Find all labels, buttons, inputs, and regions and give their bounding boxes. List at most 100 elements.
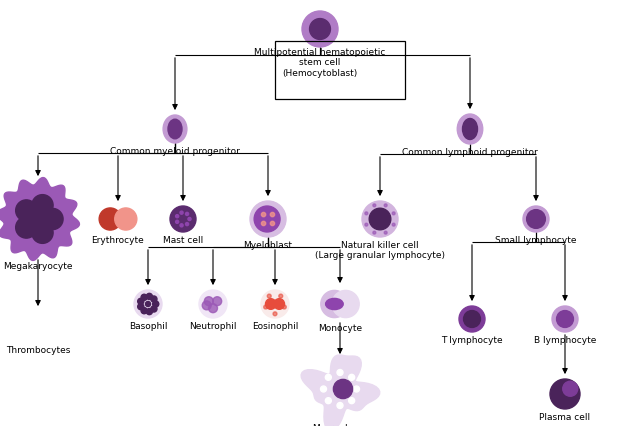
Circle shape (261, 213, 266, 217)
Circle shape (321, 386, 326, 392)
Text: Thrombocytes: Thrombocytes (6, 345, 70, 354)
Circle shape (274, 299, 285, 310)
Circle shape (151, 306, 157, 312)
Circle shape (138, 299, 144, 305)
Ellipse shape (463, 119, 477, 140)
Circle shape (392, 213, 395, 215)
Circle shape (141, 294, 147, 301)
Circle shape (369, 209, 391, 230)
Text: Mast cell: Mast cell (163, 236, 203, 245)
Circle shape (552, 306, 578, 332)
Circle shape (250, 201, 286, 237)
Circle shape (170, 207, 196, 233)
Circle shape (557, 311, 573, 328)
Polygon shape (301, 355, 380, 426)
Text: Small lymphocyte: Small lymphocyte (495, 236, 577, 245)
Circle shape (202, 301, 211, 310)
Circle shape (373, 204, 376, 207)
Circle shape (204, 297, 213, 306)
Circle shape (337, 403, 343, 409)
Circle shape (180, 212, 183, 215)
Circle shape (321, 291, 348, 318)
Circle shape (15, 217, 37, 239)
Circle shape (325, 374, 332, 380)
Circle shape (266, 299, 276, 310)
Text: Megakaryocyte: Megakaryocyte (3, 262, 73, 271)
Text: Monocyte: Monocyte (318, 323, 362, 332)
Text: Plasma cell: Plasma cell (540, 412, 591, 421)
Circle shape (115, 208, 137, 230)
Circle shape (270, 222, 275, 226)
Circle shape (349, 398, 355, 404)
Ellipse shape (457, 115, 483, 145)
Circle shape (362, 201, 398, 237)
Circle shape (365, 224, 368, 227)
Circle shape (279, 294, 283, 298)
Ellipse shape (326, 299, 343, 310)
Circle shape (209, 304, 218, 313)
Circle shape (325, 398, 332, 404)
Circle shape (550, 379, 580, 409)
Circle shape (261, 222, 266, 226)
Text: Myeloblast: Myeloblast (243, 240, 292, 249)
Circle shape (261, 290, 289, 318)
Circle shape (186, 213, 189, 216)
Text: Natural killer cell
(Large granular lymphocyte): Natural killer cell (Large granular lymp… (315, 240, 445, 260)
Circle shape (147, 309, 152, 315)
Text: B lymphocyte: B lymphocyte (534, 335, 596, 344)
Circle shape (151, 296, 157, 302)
Circle shape (180, 224, 183, 227)
Circle shape (152, 301, 159, 307)
Text: Erythrocyte: Erythrocyte (92, 236, 145, 245)
Circle shape (373, 232, 376, 235)
Circle shape (310, 20, 330, 40)
Circle shape (333, 380, 353, 399)
Circle shape (175, 221, 179, 224)
Circle shape (302, 12, 338, 48)
Circle shape (264, 305, 268, 309)
Circle shape (15, 200, 37, 222)
Text: Common lymphoid progenitor: Common lymphoid progenitor (402, 148, 538, 157)
Circle shape (42, 209, 63, 230)
Circle shape (270, 213, 275, 217)
Circle shape (186, 223, 189, 226)
Circle shape (212, 297, 221, 306)
Circle shape (175, 215, 179, 218)
Text: Eosinophil: Eosinophil (252, 321, 298, 330)
Circle shape (147, 294, 152, 300)
Circle shape (365, 213, 368, 215)
Text: Common myeloid progenitor: Common myeloid progenitor (110, 147, 240, 155)
Circle shape (337, 370, 343, 376)
Circle shape (141, 308, 147, 314)
Circle shape (199, 290, 227, 318)
Circle shape (527, 210, 545, 229)
Circle shape (282, 305, 286, 309)
Circle shape (32, 222, 53, 244)
Circle shape (31, 213, 45, 226)
Circle shape (384, 232, 387, 235)
Circle shape (273, 312, 277, 316)
Ellipse shape (163, 116, 187, 144)
Circle shape (32, 195, 53, 216)
Circle shape (463, 311, 481, 328)
Circle shape (134, 290, 162, 318)
Polygon shape (0, 178, 79, 261)
Circle shape (459, 306, 485, 332)
Circle shape (99, 208, 121, 230)
Circle shape (523, 207, 549, 233)
Circle shape (392, 224, 395, 227)
Circle shape (268, 294, 271, 298)
Circle shape (332, 291, 359, 318)
Circle shape (384, 204, 387, 207)
Circle shape (145, 302, 150, 307)
Text: Macrophage: Macrophage (312, 423, 368, 426)
Circle shape (353, 386, 360, 392)
Circle shape (138, 304, 144, 310)
Circle shape (563, 381, 578, 396)
Text: Neutrophil: Neutrophil (189, 321, 237, 330)
Text: T lymphocyte: T lymphocyte (441, 335, 503, 344)
Circle shape (188, 218, 191, 221)
Circle shape (349, 374, 355, 380)
Ellipse shape (168, 120, 182, 139)
Text: Multipotential hematopoietic
stem cell
(Hemocytoblast): Multipotential hematopoietic stem cell (… (254, 48, 386, 78)
